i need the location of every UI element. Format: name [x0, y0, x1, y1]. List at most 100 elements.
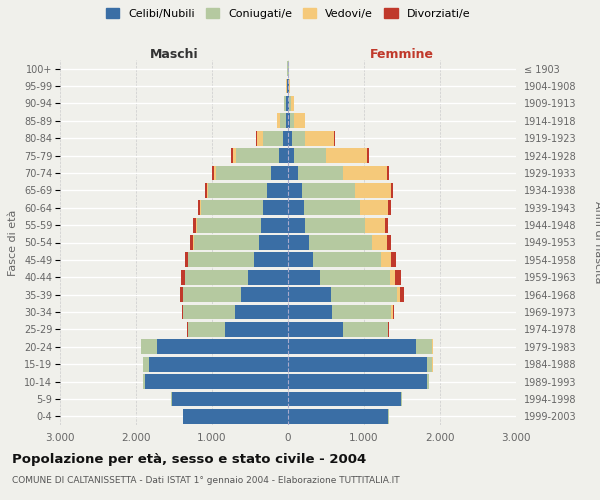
Bar — [190, 235, 193, 250]
Bar — [387, 235, 391, 250]
Bar — [248, 270, 288, 284]
Bar — [185, 252, 188, 268]
Bar — [332, 304, 391, 320]
Text: COMUNE DI CALTANISSETTA - Dati ISTAT 1° gennaio 2004 - Elaborazione TUTTITALIA.I: COMUNE DI CALTANISSETTA - Dati ISTAT 1° … — [12, 476, 400, 485]
Bar — [286, 96, 288, 111]
Bar — [271, 166, 288, 180]
Bar — [267, 183, 288, 198]
Bar — [208, 183, 267, 198]
Bar — [387, 166, 389, 180]
Bar — [183, 409, 288, 424]
Bar — [143, 357, 149, 372]
Bar — [202, 200, 263, 215]
Bar — [257, 131, 263, 146]
Text: Femmine: Femmine — [370, 48, 434, 61]
Bar — [371, 235, 387, 250]
Bar — [294, 148, 326, 163]
Bar — [197, 218, 260, 232]
Bar — [181, 270, 185, 284]
Bar — [193, 218, 196, 232]
Bar — [193, 235, 194, 250]
Bar — [172, 392, 288, 406]
Bar — [260, 218, 288, 232]
Bar — [288, 392, 401, 406]
Bar — [188, 252, 254, 268]
Bar — [401, 392, 402, 406]
Bar — [198, 200, 200, 215]
Bar — [149, 357, 288, 372]
Bar — [288, 218, 305, 232]
Bar — [288, 96, 289, 111]
Bar — [288, 114, 290, 128]
Bar — [298, 166, 343, 180]
Bar — [216, 166, 271, 180]
Y-axis label: Anni di nascita: Anni di nascita — [593, 201, 600, 284]
Bar — [427, 357, 433, 372]
Bar — [288, 322, 343, 337]
Bar — [288, 357, 427, 372]
Bar — [397, 288, 400, 302]
Bar — [400, 288, 404, 302]
Bar — [183, 288, 241, 302]
Bar — [241, 288, 288, 302]
Bar — [145, 374, 288, 389]
Bar — [305, 131, 334, 146]
Bar — [290, 114, 294, 128]
Bar — [279, 148, 288, 163]
Bar — [294, 114, 305, 128]
Bar — [391, 183, 393, 198]
Bar — [382, 252, 391, 268]
Bar — [236, 148, 279, 163]
Bar — [288, 200, 304, 215]
Bar — [391, 304, 392, 320]
Bar — [286, 114, 288, 128]
Bar — [392, 304, 394, 320]
Bar — [288, 270, 320, 284]
Bar — [343, 322, 388, 337]
Bar — [288, 409, 388, 424]
Bar — [283, 131, 288, 146]
Bar — [292, 131, 305, 146]
Bar — [196, 218, 197, 232]
Bar — [290, 96, 294, 111]
Bar — [171, 392, 172, 406]
Bar — [320, 270, 390, 284]
Bar — [182, 304, 183, 320]
Bar — [232, 148, 233, 163]
Bar — [212, 166, 214, 180]
Bar — [288, 374, 427, 389]
Bar — [233, 148, 236, 163]
Bar — [288, 304, 332, 320]
Bar — [288, 148, 294, 163]
Bar — [331, 288, 397, 302]
Bar — [142, 340, 157, 354]
Bar — [288, 78, 289, 94]
Bar — [308, 235, 371, 250]
Bar — [214, 166, 216, 180]
Bar — [205, 183, 206, 198]
Bar — [235, 304, 288, 320]
Bar — [206, 183, 208, 198]
Text: Maschi: Maschi — [149, 48, 199, 61]
Bar — [326, 148, 367, 163]
Bar — [280, 114, 286, 128]
Bar — [302, 183, 355, 198]
Bar — [289, 96, 290, 111]
Bar — [157, 340, 288, 354]
Bar — [365, 218, 385, 232]
Text: Popolazione per età, sesso e stato civile - 2004: Popolazione per età, sesso e stato civil… — [12, 452, 366, 466]
Bar — [343, 166, 387, 180]
Bar — [277, 114, 280, 128]
Bar — [367, 148, 368, 163]
Bar — [284, 96, 286, 111]
Bar — [304, 200, 360, 215]
Bar — [143, 374, 145, 389]
Bar — [391, 252, 396, 268]
Bar — [288, 288, 331, 302]
Bar — [287, 78, 288, 94]
Bar — [180, 288, 183, 302]
Legend: Celibi/Nubili, Coniugati/e, Vedovi/e, Divorziati/e: Celibi/Nubili, Coniugati/e, Vedovi/e, Di… — [106, 8, 470, 19]
Bar — [288, 235, 308, 250]
Bar — [416, 340, 433, 354]
Bar — [200, 200, 202, 215]
